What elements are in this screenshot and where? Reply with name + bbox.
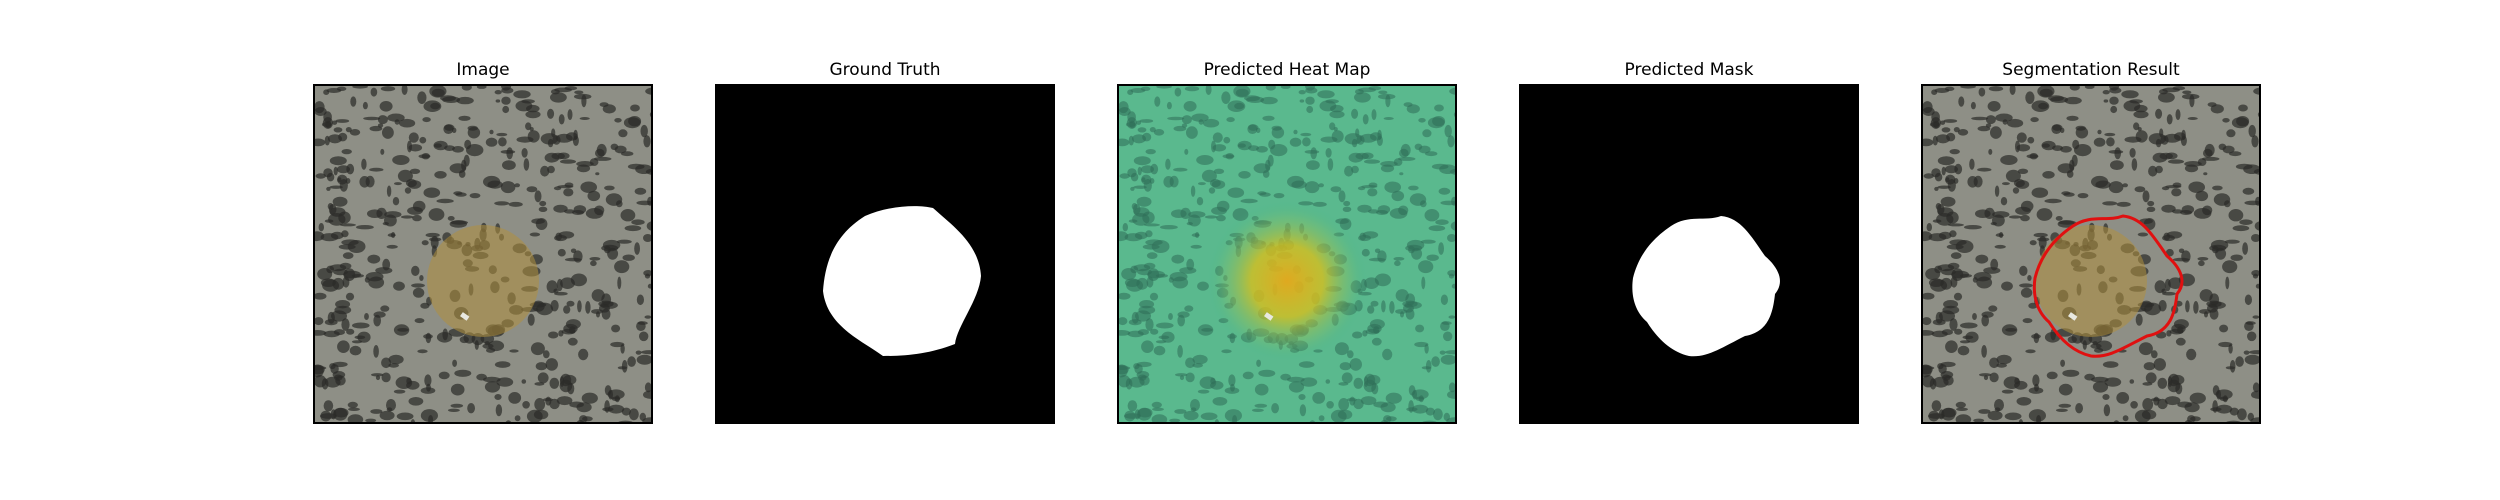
predicted-mask-frame — [1519, 84, 1859, 424]
reflection-glint — [460, 312, 470, 321]
panel-title-ground-truth: Ground Truth — [829, 60, 941, 80]
segmentation-contour — [2032, 214, 2184, 358]
panel-title-image: Image — [456, 60, 510, 80]
ground-truth-region — [823, 206, 981, 356]
segmentation-result-frame — [1921, 84, 2261, 424]
image-frame — [313, 84, 653, 424]
segmentation-overlay — [1923, 86, 2259, 422]
predicted-region — [1632, 216, 1780, 357]
predicted-mask — [1521, 86, 1857, 422]
panel-title-predicted-mask: Predicted Mask — [1624, 60, 1754, 80]
ground-truth-frame — [715, 84, 1055, 424]
panel-title-segmentation-result: Segmentation Result — [2002, 60, 2180, 80]
lesion-region — [427, 225, 539, 337]
panel-title-heat-map: Predicted Heat Map — [1203, 60, 1371, 80]
texture-spots-heat — [1119, 86, 1455, 422]
texture-spots-result — [1923, 86, 2259, 422]
ground-truth-mask — [717, 86, 1053, 422]
skin-image — [315, 86, 651, 422]
heat-map-frame — [1117, 84, 1457, 424]
heat-map — [1119, 86, 1455, 422]
heat-hotspot — [1207, 201, 1367, 361]
